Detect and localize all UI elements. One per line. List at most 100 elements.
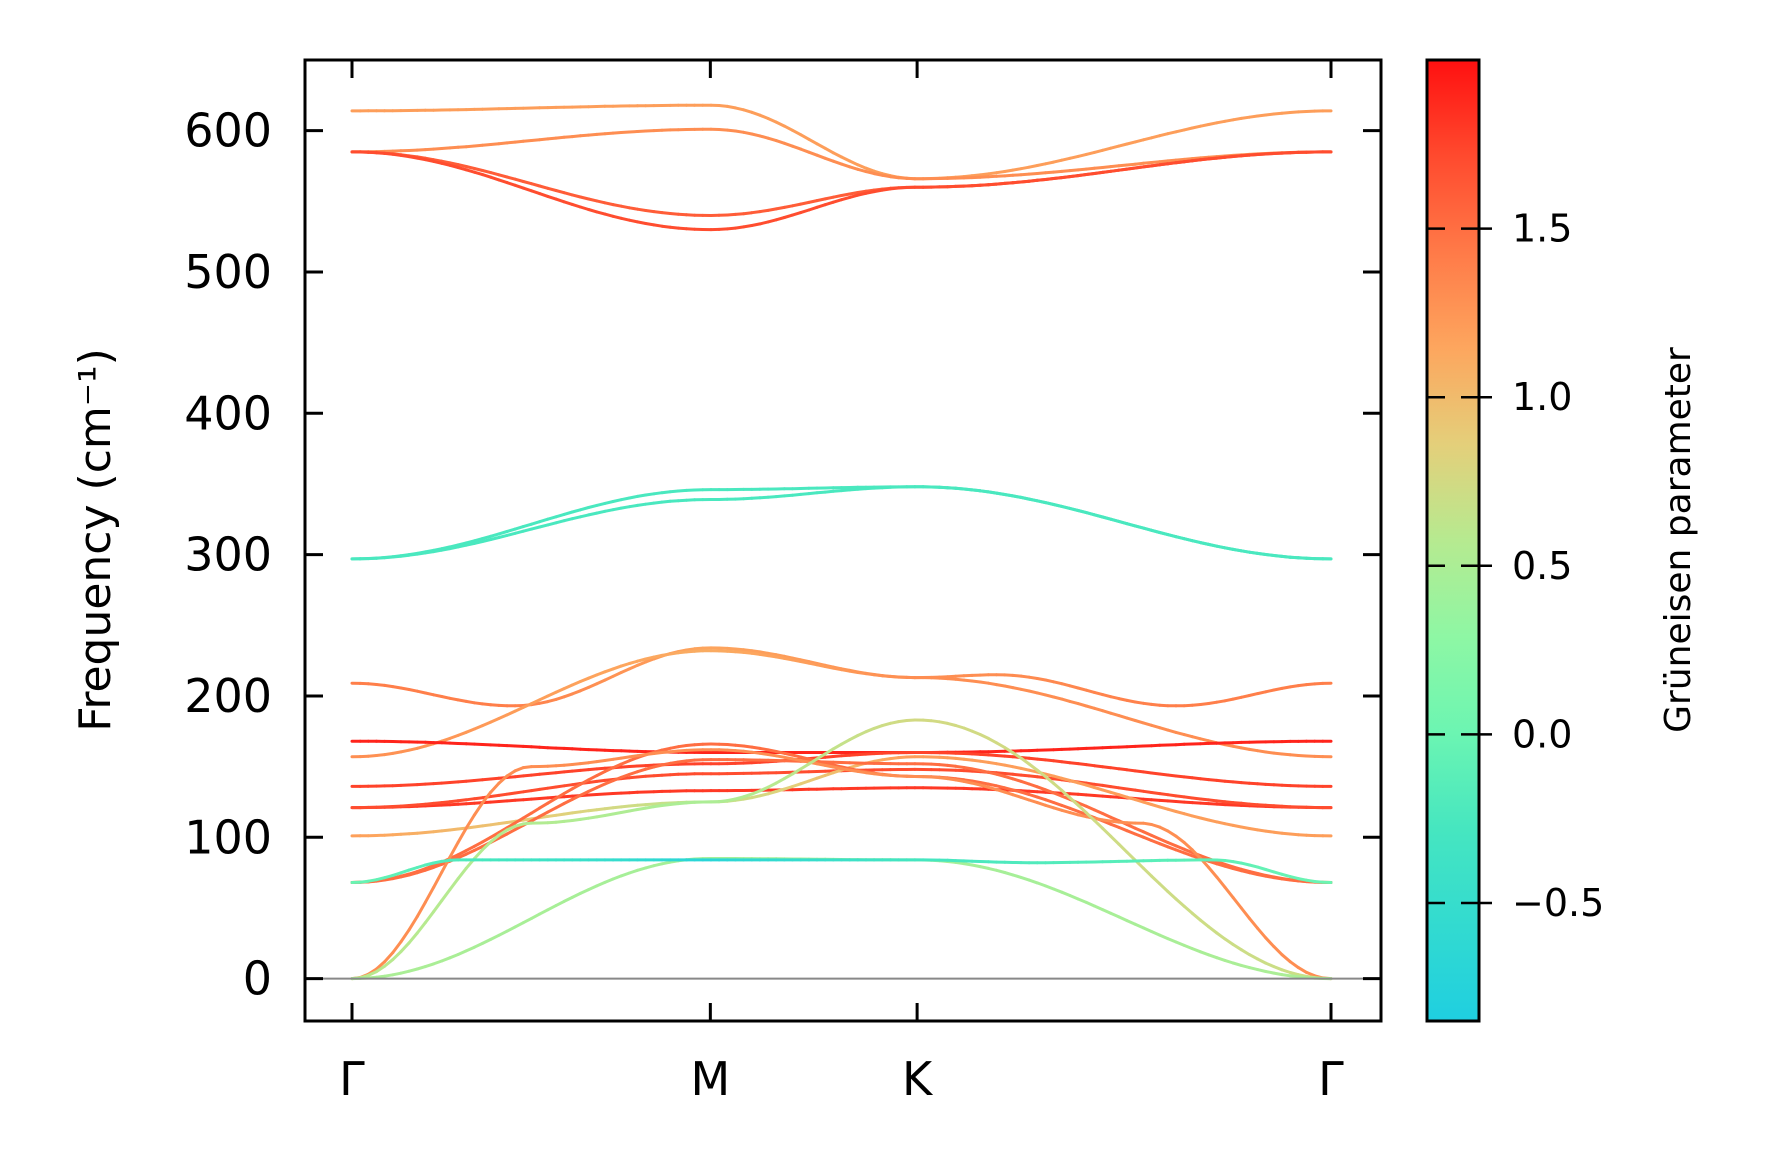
x-tick-label: K — [902, 1052, 934, 1106]
band-segment — [570, 891, 582, 899]
band-segment — [1256, 957, 1268, 965]
band-segment — [513, 816, 525, 825]
band-segment — [489, 831, 501, 839]
colorbar-tick-label: 0.5 — [1512, 544, 1572, 588]
band-segment — [521, 702, 533, 709]
band-segment — [774, 120, 786, 128]
band-segment — [538, 810, 550, 818]
band-segment — [1092, 818, 1105, 830]
band-segment — [407, 915, 419, 932]
colorbar-tick-label: −0.5 — [1512, 881, 1604, 925]
band-5 — [350, 485, 1333, 561]
band-segment — [375, 964, 387, 974]
band-segment — [1141, 866, 1153, 878]
band-segment — [530, 912, 542, 920]
band-segment — [407, 931, 419, 945]
band-segment — [978, 733, 990, 740]
band-segment — [1223, 937, 1235, 946]
band-segment — [505, 769, 517, 778]
band-segment — [481, 840, 493, 852]
band-segment — [505, 925, 517, 933]
band-segment — [505, 709, 517, 717]
band-segment — [472, 840, 484, 848]
x-tick-label: Γ — [1318, 1052, 1344, 1106]
band-segment — [1109, 834, 1121, 846]
band-segment — [497, 826, 509, 835]
band-segment — [1223, 885, 1235, 900]
band-segment — [481, 937, 493, 945]
band-segment — [1027, 762, 1039, 772]
band-segment — [366, 970, 378, 977]
band-segment — [546, 904, 558, 912]
y-tick-label: 0 — [243, 952, 272, 1006]
y-tick-label: 400 — [184, 386, 272, 440]
band-segment — [554, 899, 566, 908]
band-segment — [1280, 953, 1292, 964]
band-segment — [1052, 781, 1064, 792]
band-segment — [1011, 751, 1023, 760]
band-segment — [823, 146, 835, 155]
y-tick-label: 600 — [184, 104, 272, 158]
y-axis-label: Frequency (cm⁻¹) — [70, 348, 121, 732]
band-segment — [603, 766, 615, 773]
band-segment — [538, 908, 550, 916]
band-segment — [464, 848, 476, 856]
colorbar-tick-label: 0.0 — [1512, 712, 1572, 756]
x-tick-label: Γ — [339, 1052, 365, 1106]
band-segment — [448, 840, 460, 859]
band-segment — [415, 921, 427, 935]
band-segment — [513, 921, 525, 929]
band-segment — [1247, 953, 1260, 961]
band-segment — [383, 958, 395, 968]
band-segment — [530, 815, 542, 823]
band-segment — [570, 793, 582, 801]
phonon-bands — [350, 103, 1333, 981]
band-segment — [383, 951, 395, 964]
band-segment — [1247, 916, 1260, 930]
band-segment — [1190, 848, 1202, 860]
band-segment — [570, 782, 582, 791]
band-segment — [986, 736, 998, 745]
band-segment — [1101, 826, 1113, 838]
band-segment — [432, 870, 444, 889]
band-segment — [448, 853, 460, 860]
band-segment — [505, 828, 517, 836]
band-segment — [497, 832, 509, 840]
band-segment — [391, 940, 403, 955]
band-segment — [791, 767, 803, 776]
band-segment — [1182, 841, 1194, 852]
band-segment — [578, 778, 591, 786]
band-segment — [440, 888, 452, 903]
band-segment — [546, 806, 558, 814]
band-segment — [1084, 811, 1096, 822]
band-segment — [546, 796, 558, 805]
band-segment — [1288, 960, 1300, 970]
band-segment — [464, 844, 476, 853]
band-segment — [1215, 875, 1227, 889]
band-segment — [840, 738, 852, 746]
band-segment — [1044, 775, 1056, 785]
band-segment — [456, 849, 468, 857]
band-segment — [1182, 904, 1194, 915]
band-segment — [1003, 746, 1015, 755]
colorbar — [1425, 58, 1481, 1023]
band-segment — [472, 801, 484, 817]
band-segment — [1231, 896, 1243, 910]
band-segment — [1272, 945, 1284, 957]
y-tick-label: 300 — [184, 528, 272, 582]
band-segment — [472, 848, 484, 861]
band-segment — [766, 781, 778, 789]
band-segment — [782, 772, 794, 781]
band-segment — [489, 833, 501, 844]
colorbar-tick-label: 1.5 — [1512, 207, 1572, 251]
band-segment — [1019, 756, 1031, 766]
band-segment — [432, 899, 444, 914]
band-segment — [415, 900, 427, 918]
band-segment — [562, 895, 574, 903]
band-segment — [1174, 834, 1186, 844]
band-segment — [1166, 890, 1178, 901]
band-segment — [1239, 906, 1251, 920]
band-segment — [505, 824, 517, 832]
band-segment — [1150, 874, 1162, 886]
band-segment — [423, 885, 436, 904]
